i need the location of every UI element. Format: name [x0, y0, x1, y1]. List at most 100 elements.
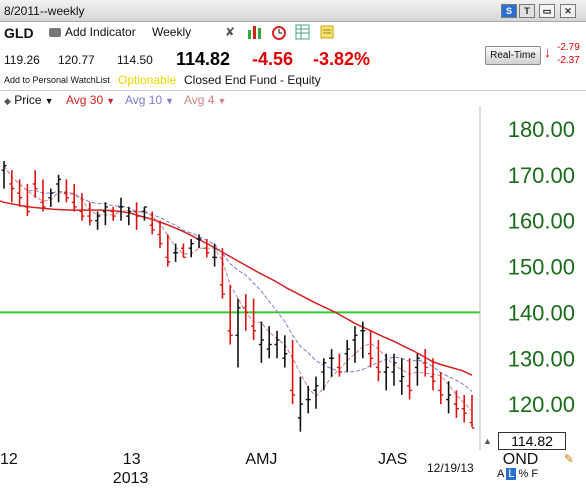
price-bar[interactable]	[165, 234, 171, 267]
legend-label-price: Price	[14, 93, 42, 107]
price-bar[interactable]	[422, 349, 428, 377]
legend-item-avg10[interactable]: Avg 10 ▼	[125, 93, 174, 107]
price-bar[interactable]	[9, 170, 15, 203]
price-bar[interactable]	[126, 206, 132, 226]
price-bar[interactable]	[110, 206, 116, 221]
dropdown-arrow-icon: ▼	[165, 96, 175, 106]
price-bar[interactable]	[438, 372, 444, 405]
price-bar[interactable]	[32, 170, 38, 198]
price-bar[interactable]	[102, 202, 108, 226]
a-button[interactable]: A	[497, 468, 505, 480]
avg30-line	[0, 200, 473, 376]
add-watchlist-link[interactable]: Add to Personal WatchList	[4, 75, 110, 85]
legend-item-avg4[interactable]: Avg 4 ▼	[184, 93, 226, 107]
price-bar[interactable]	[235, 298, 241, 368]
close-icon[interactable]: ✕	[560, 4, 576, 18]
price-bar[interactable]	[71, 183, 77, 212]
price-bar[interactable]	[360, 321, 366, 359]
price-bar[interactable]	[391, 353, 397, 386]
price-bar[interactable]	[321, 358, 327, 391]
price-bar[interactable]	[274, 330, 280, 359]
price-bar[interactable]	[17, 179, 23, 207]
price-bar[interactable]	[297, 376, 303, 432]
s-button[interactable]: S	[501, 4, 517, 18]
price-bar[interactable]	[258, 321, 264, 363]
legend-item-price[interactable]: ◆ Price ▼	[4, 93, 54, 107]
price-bar[interactable]	[188, 239, 194, 258]
price-bar[interactable]	[56, 174, 62, 203]
legend-item-avg30[interactable]: Avg 30 ▼	[66, 93, 115, 107]
y-tick-label: 130.00	[508, 346, 575, 371]
quote-high: 119.26	[4, 53, 40, 67]
price-bar[interactable]	[219, 248, 225, 299]
grid-icon[interactable]	[295, 24, 311, 40]
price-bar[interactable]	[40, 179, 46, 212]
y-tick-label: 170.00	[508, 163, 575, 188]
price-bar[interactable]	[251, 298, 257, 340]
x-tick-label: 12	[0, 451, 18, 468]
price-bar[interactable]	[227, 284, 233, 345]
price-bar[interactable]	[196, 234, 202, 249]
price-bar[interactable]	[430, 358, 436, 391]
add-indicator-button[interactable]: Add Indicator	[49, 25, 136, 39]
legend-label-avg30: Avg 30	[66, 93, 104, 107]
f-button[interactable]: F	[531, 468, 539, 480]
price-bar[interactable]	[173, 243, 179, 262]
price-bar[interactable]	[180, 243, 186, 259]
price-bar[interactable]	[344, 339, 350, 373]
price-bar[interactable]	[243, 294, 249, 331]
tools-icon[interactable]: ✘	[224, 25, 236, 39]
real-time-button[interactable]: Real-Time	[485, 46, 541, 65]
pencil-icon[interactable]: ✎	[564, 452, 575, 466]
price-bar[interactable]	[383, 353, 389, 391]
price-bar[interactable]	[63, 179, 69, 203]
price-bar[interactable]	[336, 353, 342, 377]
price-bar[interactable]	[399, 358, 405, 395]
price-bar[interactable]	[461, 394, 467, 423]
price-bar[interactable]	[87, 202, 93, 226]
price-change: -4.56	[252, 49, 294, 69]
price-bar[interactable]	[375, 339, 381, 382]
last-date-label: 12/19/13	[427, 461, 474, 475]
price-bar[interactable]	[313, 376, 319, 409]
period-select[interactable]: Weekly	[152, 25, 192, 39]
price-bar[interactable]	[407, 358, 413, 400]
price-bar[interactable]	[204, 239, 210, 258]
x-axis: 12 13 2013 AMJ JAS OND	[0, 450, 538, 494]
footer-buttons: A L% F	[497, 468, 538, 480]
price-bar[interactable]	[141, 206, 147, 221]
price-bar[interactable]	[118, 197, 124, 221]
price-bar[interactable]	[414, 353, 420, 386]
price-bar[interactable]	[446, 381, 452, 414]
price-bar[interactable]	[305, 385, 311, 414]
symbol-label[interactable]: GLD	[4, 25, 34, 41]
price-chart[interactable]: 120.00 130.00 140.00 150.00 160.00 170.00 180.…	[0, 106, 586, 450]
alarm-clock-icon[interactable]	[271, 24, 287, 40]
price-bar[interactable]	[453, 390, 459, 418]
price-bar[interactable]	[95, 211, 101, 230]
price-bar[interactable]	[48, 188, 54, 207]
minimize-icon[interactable]: ▭	[539, 4, 555, 18]
price-bar[interactable]	[469, 394, 475, 429]
dropdown-arrow-icon: ▼	[44, 96, 54, 106]
l-button[interactable]: L	[506, 468, 517, 480]
price-bar[interactable]	[157, 220, 163, 249]
price-bar[interactable]	[212, 243, 218, 267]
price-bar[interactable]	[149, 211, 155, 235]
note-icon[interactable]	[319, 24, 335, 40]
price-bar[interactable]	[134, 202, 140, 230]
price-bar[interactable]	[352, 326, 358, 363]
price-bar[interactable]	[329, 349, 335, 377]
price-bar[interactable]	[24, 183, 30, 217]
bar-chart-icon[interactable]	[247, 24, 263, 40]
price-bar[interactable]	[1, 161, 7, 189]
x-tick-label: OND	[502, 451, 539, 468]
price-bar[interactable]	[368, 330, 374, 368]
x-tick-label: JAS	[378, 451, 408, 468]
t-button[interactable]: T	[519, 4, 535, 18]
price-bar[interactable]	[266, 326, 272, 359]
price-bar[interactable]	[79, 193, 85, 221]
percent-button[interactable]: %	[518, 468, 529, 480]
price-bar[interactable]	[282, 335, 288, 368]
price-bar[interactable]	[290, 339, 296, 405]
